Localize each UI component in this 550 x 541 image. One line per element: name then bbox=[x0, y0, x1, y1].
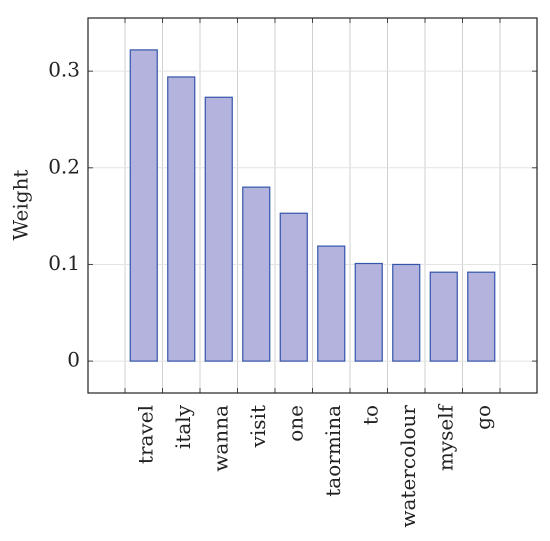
bar bbox=[279, 212, 308, 362]
x-tick-label: visit bbox=[246, 405, 270, 448]
plot-frame bbox=[87, 17, 538, 394]
x-tick-label: go bbox=[471, 405, 495, 430]
x-tick-label: one bbox=[283, 405, 307, 442]
x-tick-label: to bbox=[358, 405, 382, 425]
bar bbox=[204, 96, 233, 362]
x-tick-label: watercolour bbox=[396, 405, 420, 528]
x-tick-label: wanna bbox=[208, 405, 232, 472]
bar bbox=[242, 186, 271, 362]
bar bbox=[392, 263, 421, 362]
bar bbox=[167, 76, 196, 362]
bar bbox=[317, 245, 346, 362]
x-tick-label: italy bbox=[171, 404, 195, 449]
bar bbox=[467, 271, 496, 362]
y-axis-label: Weight bbox=[9, 170, 33, 241]
x-tick-label: myself bbox=[433, 403, 457, 471]
y-tick-label: 0.3 bbox=[48, 58, 80, 82]
bar bbox=[129, 49, 158, 362]
y-tick-label: 0.1 bbox=[48, 251, 80, 275]
bar bbox=[429, 271, 458, 362]
bar bbox=[354, 262, 383, 362]
x-tick-label: travel bbox=[133, 405, 157, 464]
x-tick-label: taormina bbox=[321, 405, 345, 497]
y-tick-label: 0.2 bbox=[48, 154, 80, 178]
y-tick-label: 0 bbox=[67, 348, 80, 372]
